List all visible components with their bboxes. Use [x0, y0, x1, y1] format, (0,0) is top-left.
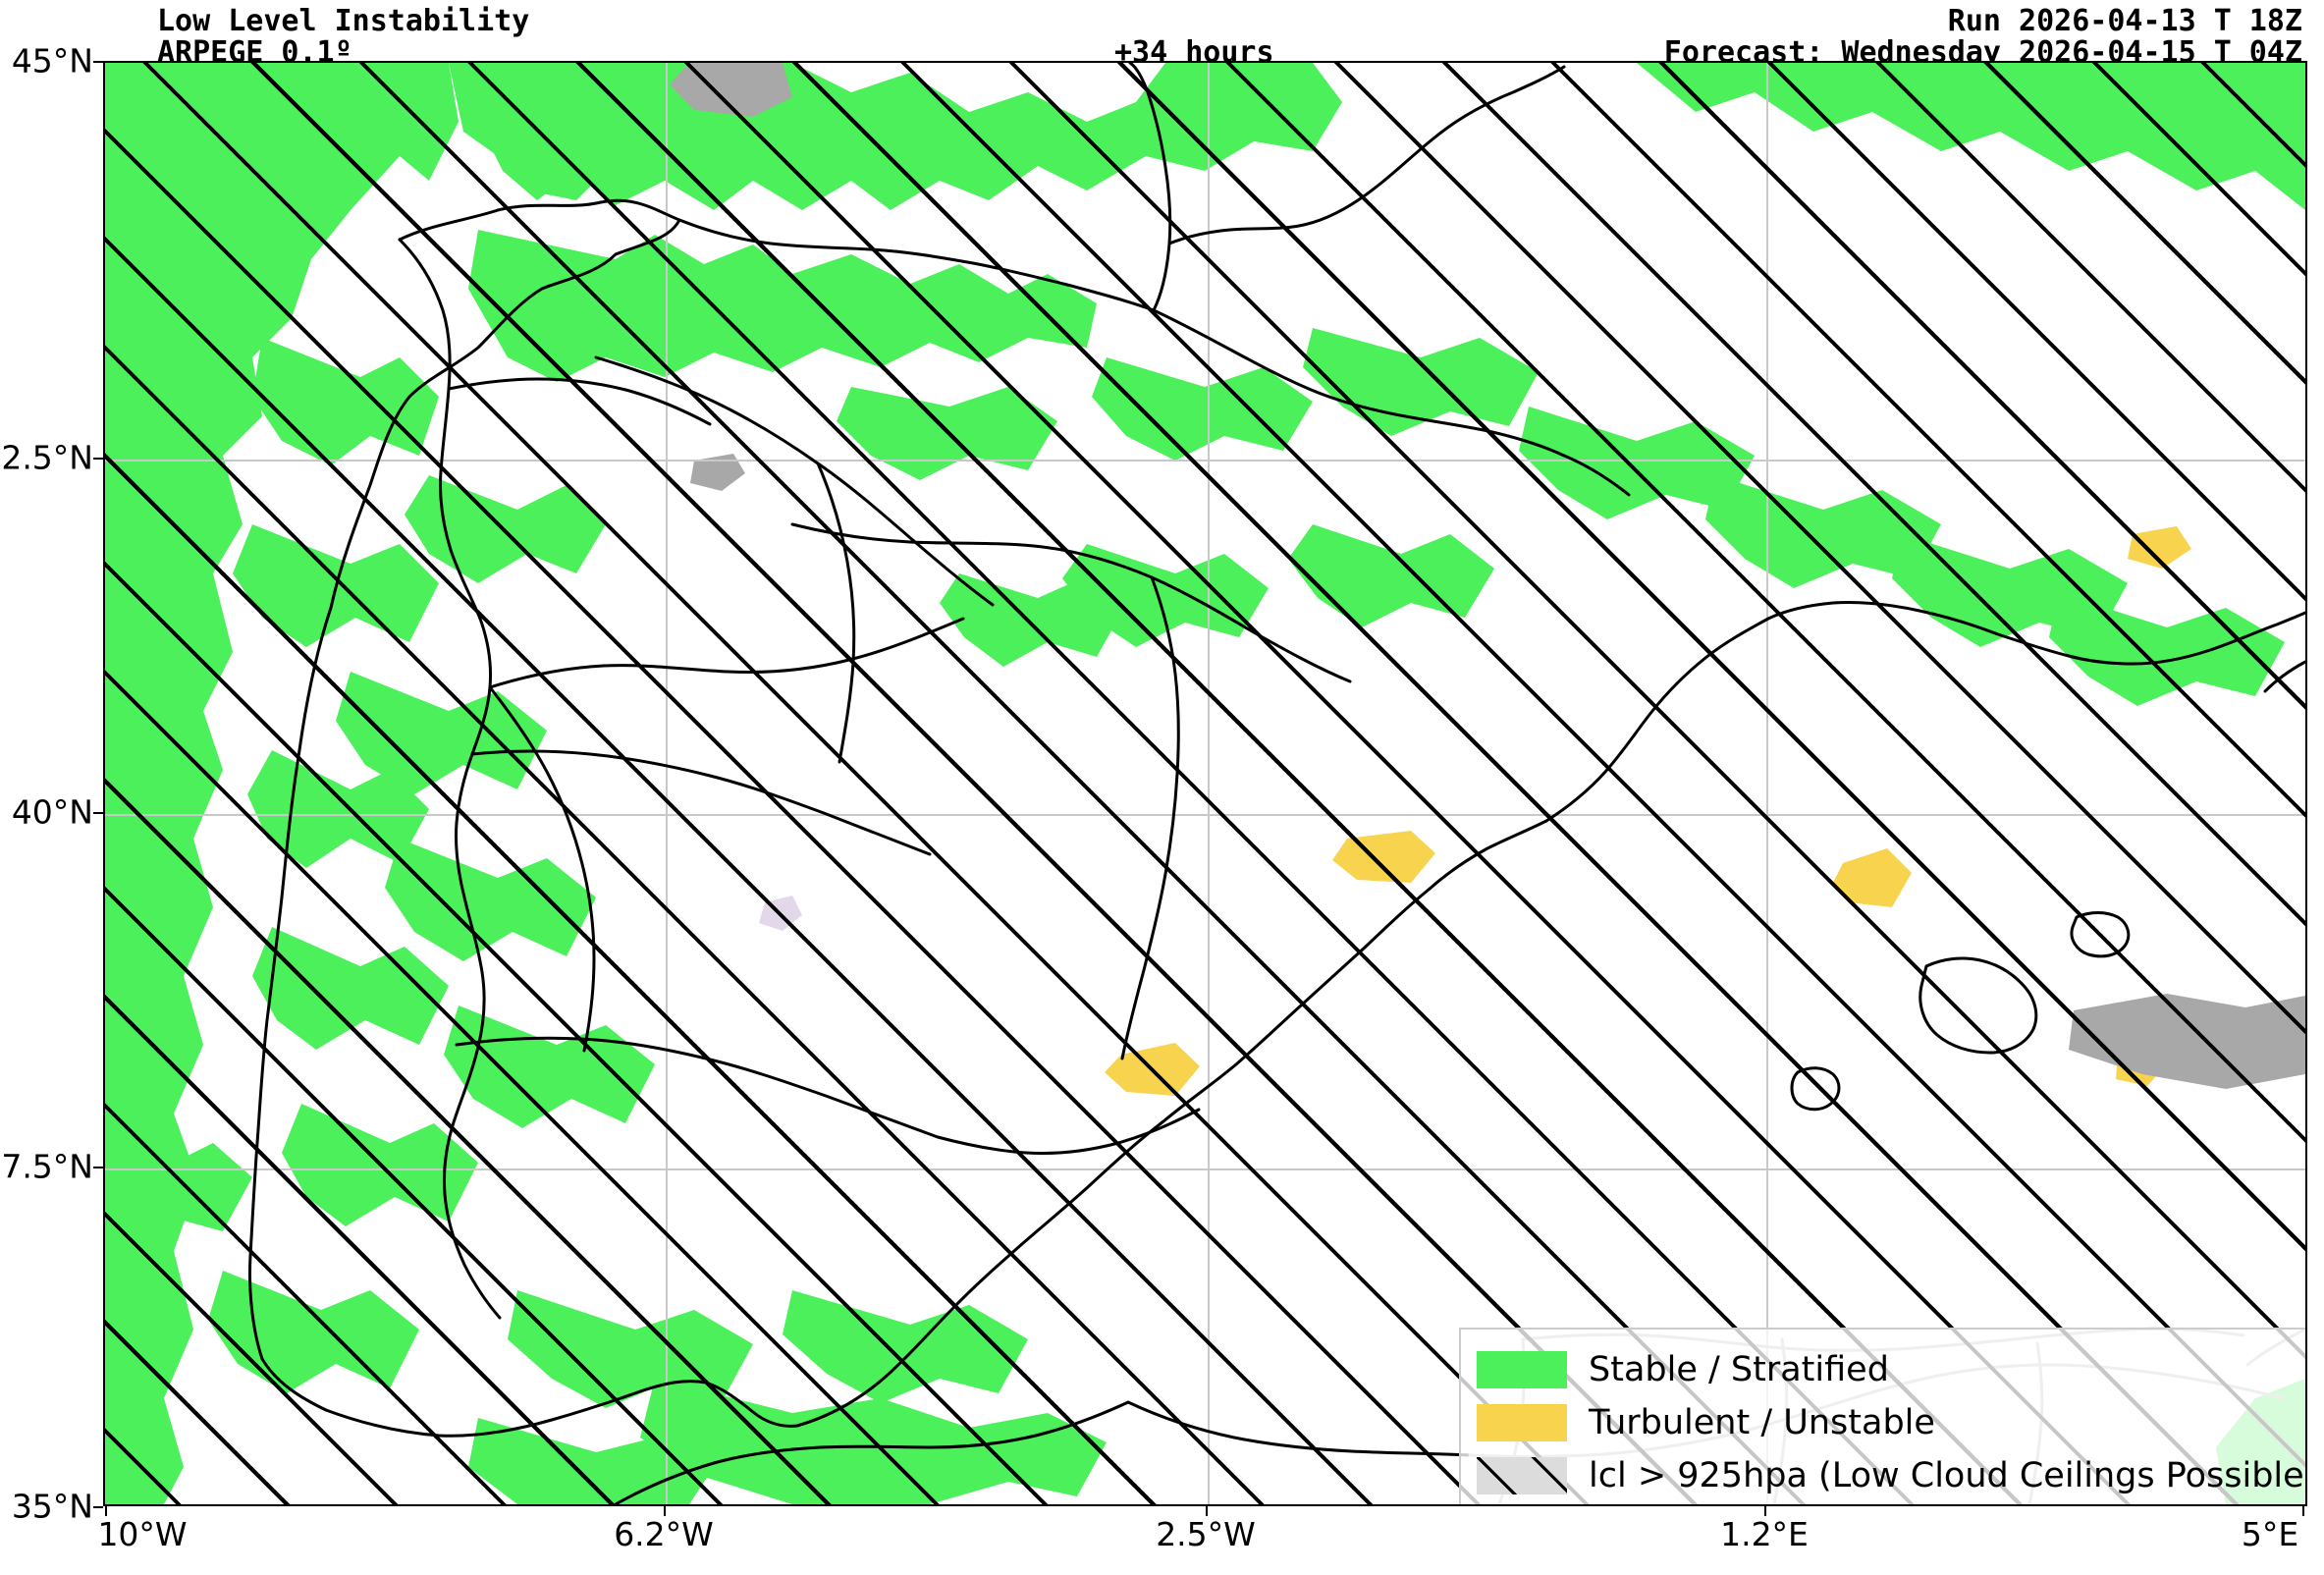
y-axis-tick-label: 42.5°N: [0, 438, 93, 477]
x-axis-tick-label: 2.5°W: [1156, 1515, 1256, 1553]
y-axis-tick-label: 45°N: [11, 41, 93, 81]
x-axis-tick-mark: [1764, 1506, 1766, 1516]
legend-item-unstable: Turbulent / Unstable: [1477, 1396, 2305, 1449]
legend-item-stable: Stable / Stratified: [1477, 1343, 2305, 1396]
map-legend: Stable / Stratified Turbulent / Unstable…: [1459, 1328, 2305, 1504]
x-axis-tick-label: 5°E: [2241, 1515, 2299, 1553]
chart-title: Low Level Instability: [157, 4, 530, 38]
y-axis-tick-mark: [93, 1506, 103, 1508]
y-axis-tick-label: 40°N: [11, 792, 93, 832]
legend-item-showers: Heavy Showers Possible: [1477, 1502, 2305, 1504]
legend-item-lcl: lcl > 925hpa (Low Cloud Ceilings Possibl…: [1477, 1449, 2305, 1502]
y-axis-tick-mark: [93, 812, 103, 814]
africa-admin-border-layer: [1468, 1327, 2305, 1504]
legend-label-lcl: lcl > 925hpa (Low Cloud Ceilings Possibl…: [1589, 1456, 2305, 1495]
x-axis-tick-label: 10°W: [97, 1515, 188, 1553]
run-timestamp-label: Run 2026-04-13 T 18Z: [1947, 4, 2302, 38]
x-axis-tick-mark: [105, 1506, 107, 1516]
y-axis-tick-label: 37.5°N: [0, 1147, 93, 1186]
legend-swatch-unstable: [1477, 1404, 1567, 1441]
map-plot-area: Stable / Stratified Turbulent / Unstable…: [103, 61, 2307, 1506]
y-axis-tick-mark: [93, 458, 103, 460]
legend-label-stable: Stable / Stratified: [1589, 1350, 1889, 1389]
legend-label-unstable: Turbulent / Unstable: [1589, 1403, 1935, 1442]
x-axis-tick-label: 6.2°W: [614, 1515, 714, 1553]
y-axis-tick-mark: [93, 1167, 103, 1168]
x-axis-tick-mark: [1206, 1506, 1208, 1516]
chart-header: Low Level Instability ARPEGE 0.1º +34 ho…: [0, 0, 2324, 70]
legend-swatch-lcl-hatch: [1477, 1457, 1567, 1494]
x-axis-tick-mark: [2302, 1506, 2304, 1516]
legend-swatch-stable: [1477, 1351, 1567, 1388]
y-axis-tick-mark: [93, 61, 103, 63]
y-axis-tick-label: 35°N: [11, 1487, 93, 1526]
x-axis-tick-mark: [664, 1506, 666, 1516]
x-axis-tick-label: 1.2°E: [1720, 1515, 1809, 1553]
